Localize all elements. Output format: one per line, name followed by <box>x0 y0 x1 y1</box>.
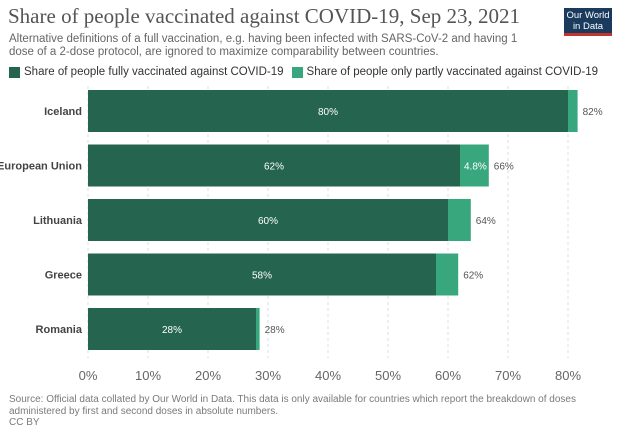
bar-chart: 0% 10% 20% 30% 40% 50% 60% 70% 80% Iceland 80% 82% E… <box>0 86 603 383</box>
source-note: Source: Official data collated by Our Wo… <box>9 394 576 417</box>
legend-swatch-partly <box>291 66 303 78</box>
data-label-fully: 58% <box>252 271 272 282</box>
bar-partly-vaccinated[interactable] <box>256 308 260 350</box>
x-tick-label: 30% <box>255 368 281 383</box>
bar-partly-vaccinated[interactable] <box>568 90 578 132</box>
data-label-partly: 4.8% <box>464 162 487 173</box>
x-tick-label: 80% <box>555 368 581 383</box>
bar-fully-vaccinated[interactable] <box>88 199 448 241</box>
data-label-fully: 80% <box>318 107 338 118</box>
x-tick-label: 60% <box>435 368 461 383</box>
data-label-total: 64% <box>476 216 496 227</box>
footer: Source: Official data collated by Our Wo… <box>9 394 609 429</box>
legend-label-fully: Share of people fully vaccinated against… <box>24 66 284 78</box>
logo-line-1: Our World <box>566 10 610 21</box>
x-tick-label: 40% <box>315 368 341 383</box>
data-label-fully: 60% <box>258 216 278 227</box>
x-tick-label: 50% <box>375 368 401 383</box>
bar-fully-vaccinated[interactable] <box>88 144 460 187</box>
legend: Share of people fully vaccinated against… <box>9 65 606 79</box>
license: CC BY <box>9 417 40 428</box>
x-tick-label: 10% <box>135 368 161 383</box>
data-label-total: 28% <box>265 325 285 336</box>
category-label: Lithuania <box>33 215 83 227</box>
data-label-total: 66% <box>494 162 514 173</box>
bar-partly-vaccinated[interactable] <box>448 199 471 241</box>
bar-partly-vaccinated[interactable] <box>460 144 489 187</box>
bar-fully-vaccinated[interactable] <box>88 253 436 296</box>
data-label-total: 62% <box>463 271 483 282</box>
chart-title: Share of people vaccinated against COVID… <box>8 4 521 28</box>
x-tick-label: 70% <box>495 368 521 383</box>
bar-partly-vaccinated[interactable] <box>436 253 459 296</box>
category-label: Romania <box>36 324 83 336</box>
data-label-fully: 28% <box>162 325 182 336</box>
bar-fully-vaccinated[interactable] <box>88 308 256 350</box>
data-label-fully: 62% <box>264 162 284 173</box>
owid-logo[interactable]: Our World in Data <box>564 8 612 36</box>
category-label: European Union <box>0 161 82 173</box>
category-label: Iceland <box>44 106 82 118</box>
x-tick-label: 20% <box>195 368 221 383</box>
data-label-total: 82% <box>583 107 603 118</box>
chart-subtitle: Alternative definitions of a full vaccin… <box>9 33 518 58</box>
legend-item-fully[interactable]: Share of people fully vaccinated against… <box>9 66 284 78</box>
legend-swatch-fully <box>9 66 20 78</box>
category-label: Greece <box>45 270 82 282</box>
bar-fully-vaccinated[interactable] <box>88 90 568 132</box>
legend-item-partly[interactable]: Share of people only partly vaccinated a… <box>291 66 599 78</box>
logo-line-2: in Data <box>572 20 604 32</box>
x-tick-label: 0% <box>79 368 98 383</box>
legend-label-partly: Share of people only partly vaccinated a… <box>306 66 599 78</box>
